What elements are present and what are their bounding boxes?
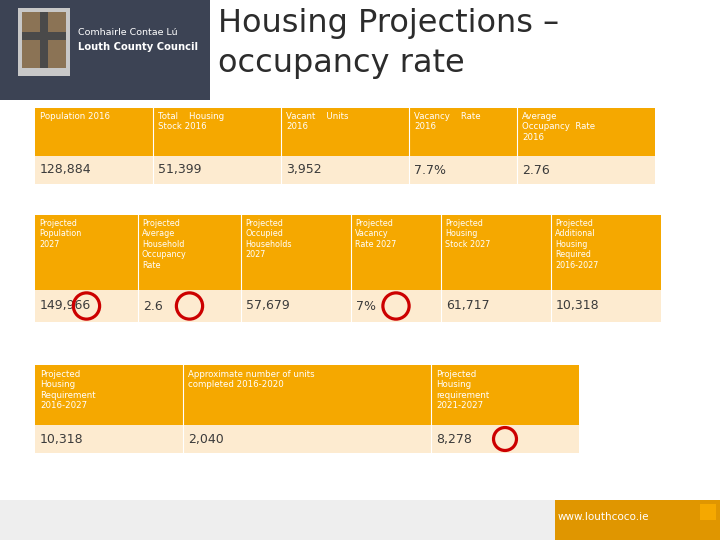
Text: Vacancy    Rate
2016: Vacancy Rate 2016	[414, 112, 481, 131]
Bar	[517, 156, 655, 184]
Bar	[431, 425, 579, 453]
Text: 2.76: 2.76	[522, 164, 550, 177]
Text: 57,679: 57,679	[246, 300, 289, 313]
Bar	[351, 290, 441, 322]
Bar	[517, 108, 655, 156]
Text: Projected
Occupied
Households
2027: Projected Occupied Households 2027	[245, 219, 292, 259]
Bar	[35, 425, 183, 453]
Bar	[700, 504, 716, 520]
Bar	[138, 290, 241, 322]
Text: 3,952: 3,952	[286, 164, 322, 177]
Text: 51,399: 51,399	[158, 164, 202, 177]
Text: 149,966: 149,966	[40, 300, 91, 313]
Text: Projected
Average
Household
Occupancy
Rate: Projected Average Household Occupancy Ra…	[142, 219, 186, 269]
Bar	[409, 156, 517, 184]
Bar	[241, 290, 351, 322]
Text: 2,040: 2,040	[188, 433, 224, 446]
Bar	[153, 108, 281, 156]
Text: www.louthcoco.ie: www.louthcoco.ie	[558, 512, 649, 522]
Bar	[441, 290, 551, 322]
Bar	[0, 0, 210, 100]
Bar	[138, 215, 241, 290]
Text: 10,318: 10,318	[556, 300, 600, 313]
Bar	[35, 108, 153, 156]
Text: Projected
Population
2027: Projected Population 2027	[39, 219, 81, 249]
Text: Projected
Vacancy
Rate 2027: Projected Vacancy Rate 2027	[355, 219, 397, 249]
Text: Projected
Housing
Requirement
2016-2027: Projected Housing Requirement 2016-2027	[40, 370, 96, 410]
Bar	[0, 500, 720, 540]
Text: 10,318: 10,318	[40, 433, 84, 446]
Text: Projected
Housing
requirement
2021-2027: Projected Housing requirement 2021-2027	[436, 370, 490, 410]
Bar	[551, 215, 661, 290]
Text: 8,278: 8,278	[436, 433, 472, 446]
Bar	[35, 215, 138, 290]
Text: occupancy rate: occupancy rate	[218, 48, 464, 79]
Bar	[153, 156, 281, 184]
Bar	[281, 156, 409, 184]
Bar	[183, 365, 431, 425]
Text: Approximate number of units
completed 2016-2020: Approximate number of units completed 20…	[188, 370, 315, 389]
Bar	[18, 8, 70, 76]
Text: 61,717: 61,717	[446, 300, 490, 313]
Bar	[551, 290, 661, 322]
Text: Projected
Additional
Housing
Required
2016-2027: Projected Additional Housing Required 20…	[555, 219, 598, 269]
Bar	[431, 365, 579, 425]
Text: Average
Occupancy  Rate
2016: Average Occupancy Rate 2016	[522, 112, 595, 142]
Bar	[40, 12, 48, 68]
Text: Louth County Council: Louth County Council	[78, 42, 198, 52]
Text: Projected
Housing
Stock 2027: Projected Housing Stock 2027	[445, 219, 490, 249]
Text: Housing Projections –: Housing Projections –	[218, 8, 559, 39]
Bar	[555, 500, 720, 540]
Text: 7%: 7%	[356, 300, 376, 313]
Bar	[241, 215, 351, 290]
Bar	[281, 108, 409, 156]
Bar	[183, 425, 431, 453]
Bar	[351, 215, 441, 290]
Bar	[35, 156, 153, 184]
Text: Population 2016: Population 2016	[40, 112, 110, 121]
Text: Comhairle Contae Lú: Comhairle Contae Lú	[78, 28, 178, 37]
Text: Total    Housing
Stock 2016: Total Housing Stock 2016	[158, 112, 224, 131]
Bar	[22, 32, 66, 40]
Bar	[35, 365, 183, 425]
Text: 2.6: 2.6	[143, 300, 163, 313]
Bar	[35, 290, 138, 322]
Text: Vacant    Units
2016: Vacant Units 2016	[286, 112, 348, 131]
Bar	[441, 215, 551, 290]
Text: 7.7%: 7.7%	[414, 164, 446, 177]
Bar	[22, 12, 66, 68]
Bar	[409, 108, 517, 156]
Text: 128,884: 128,884	[40, 164, 91, 177]
